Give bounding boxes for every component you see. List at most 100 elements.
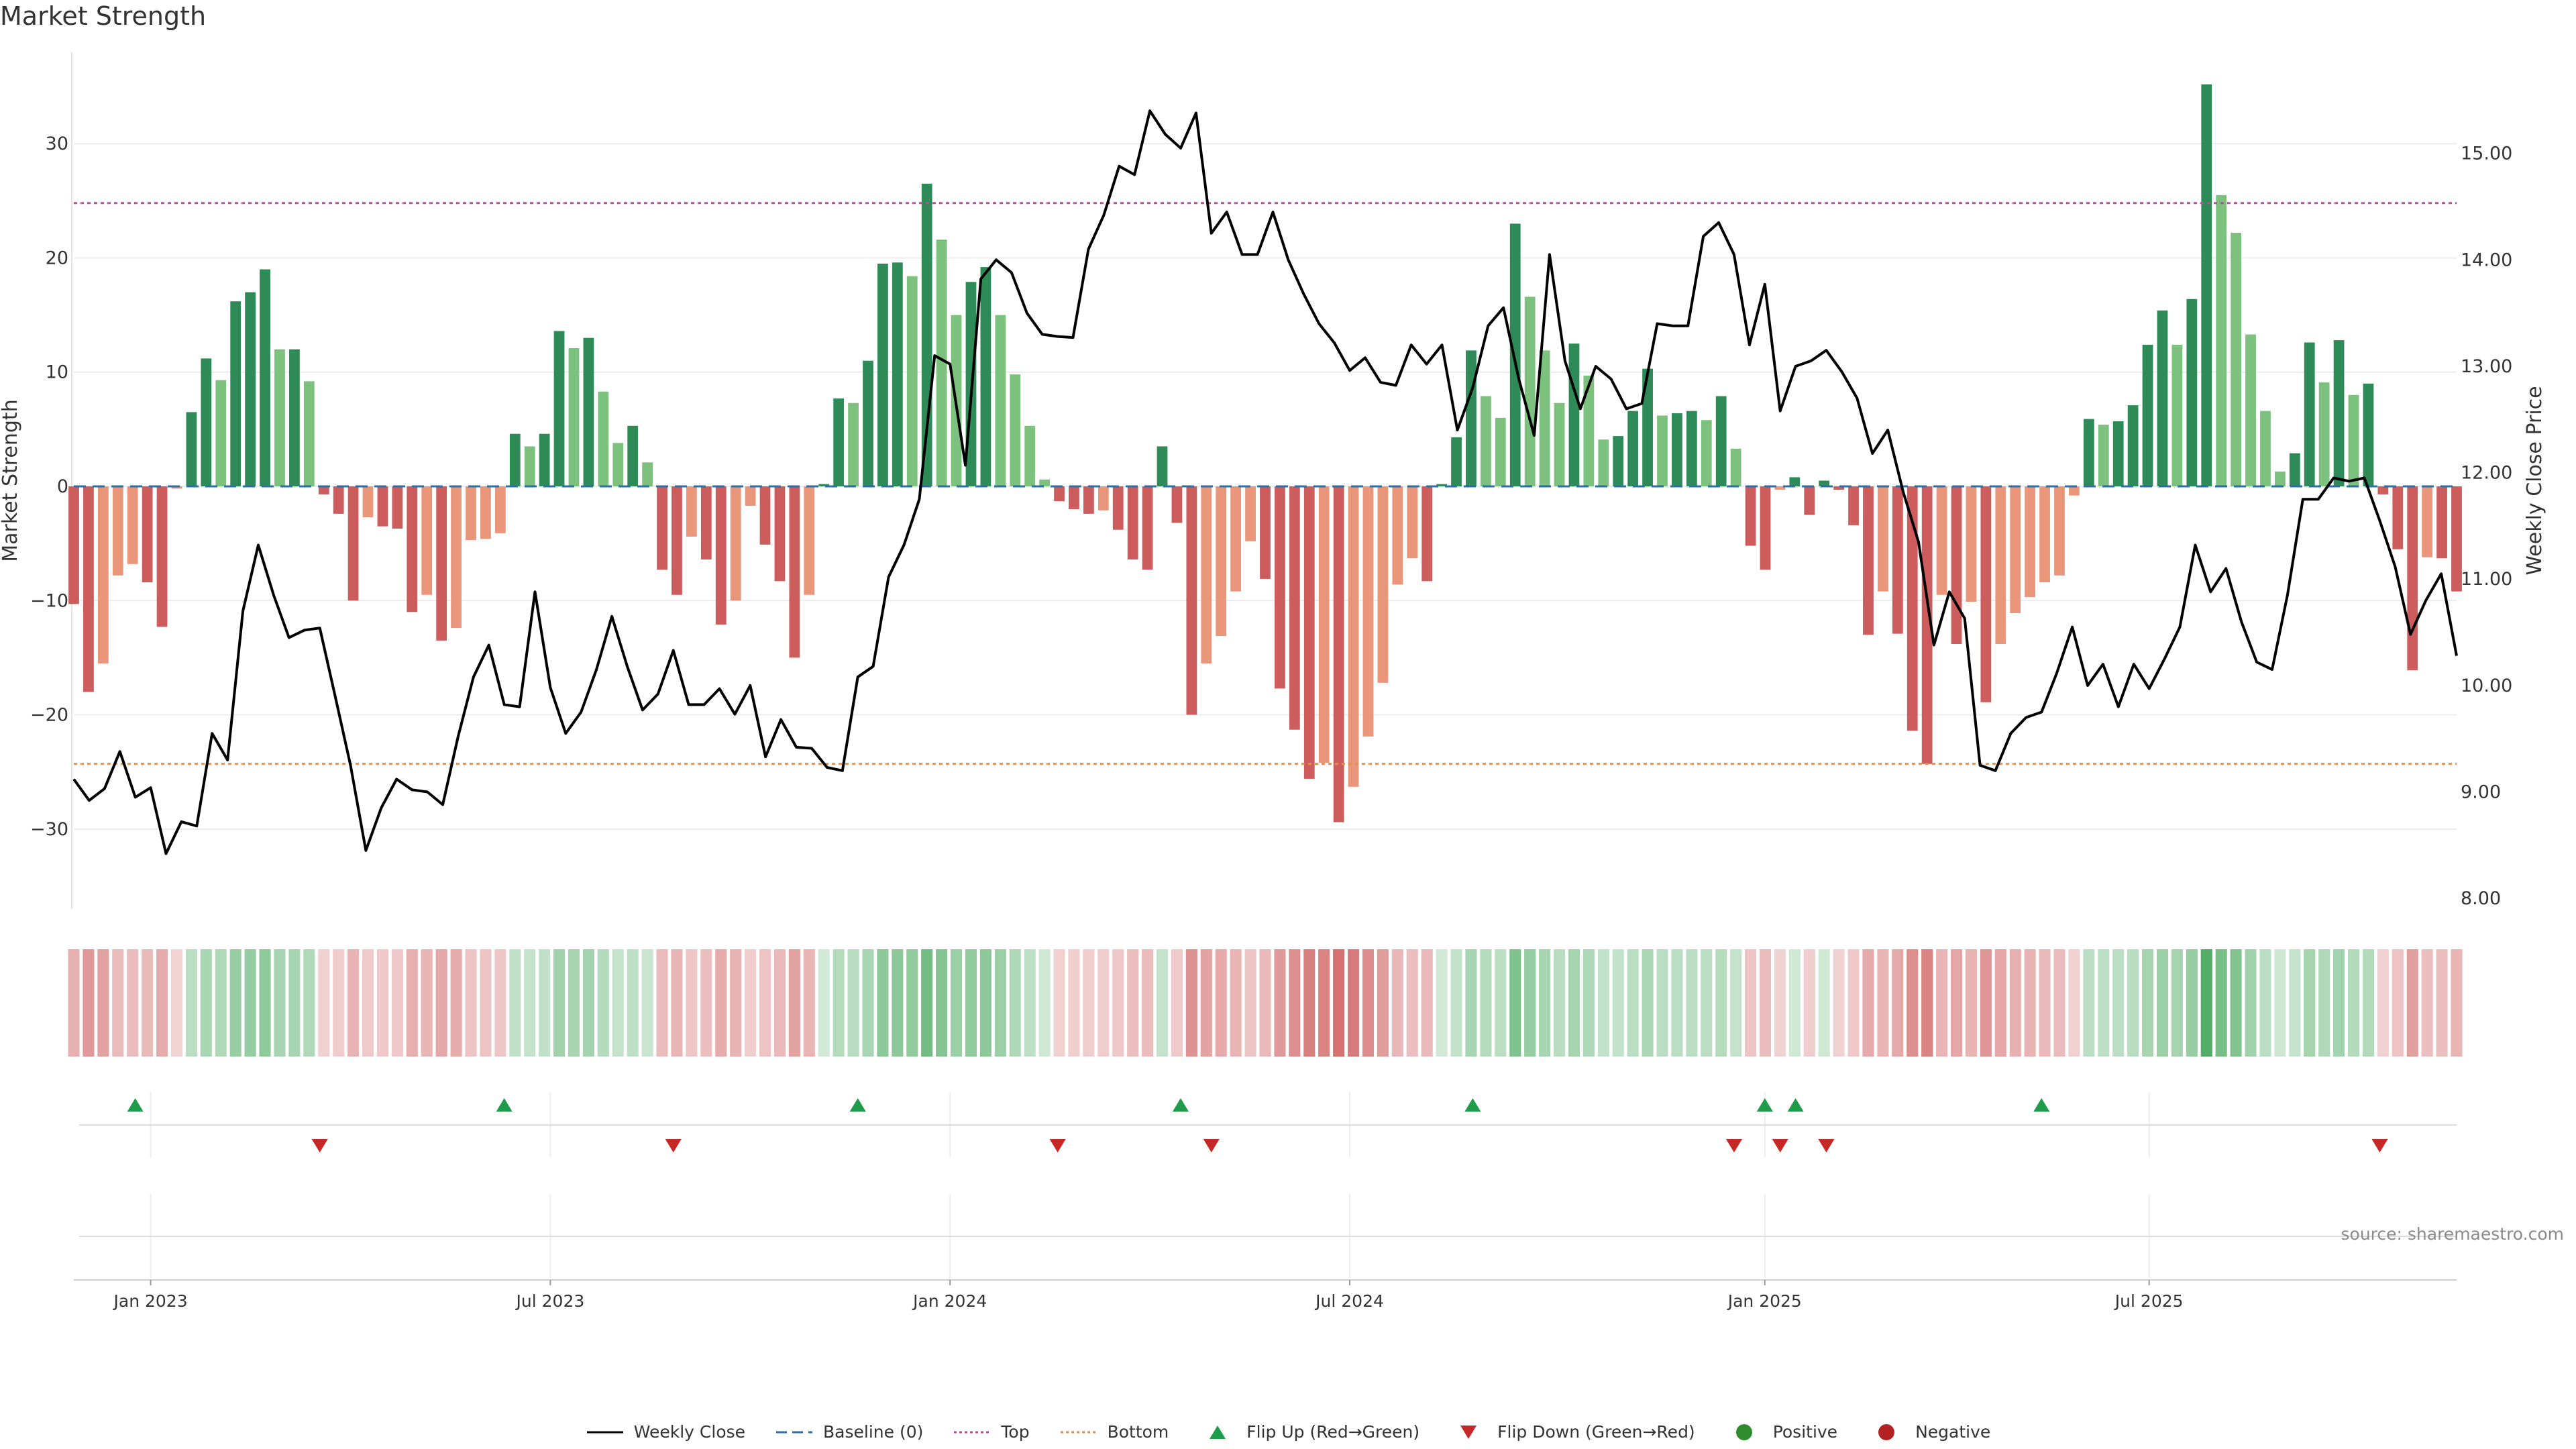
heat-strip-cell xyxy=(847,949,859,1057)
strength-bar xyxy=(288,349,300,487)
strength-bar xyxy=(362,486,374,517)
heat-strip-cell xyxy=(1289,949,1301,1057)
strength-bar xyxy=(2422,486,2433,557)
heat-strip-cell xyxy=(1715,949,1727,1057)
heat-strip-cell xyxy=(1391,949,1403,1057)
heat-strip-cell xyxy=(1230,949,1242,1057)
heat-strip-cell xyxy=(2186,949,2198,1057)
heat-strip-cell xyxy=(156,949,168,1057)
heat-strip-cell xyxy=(1642,949,1654,1057)
heat-strip-cell xyxy=(303,949,315,1057)
strength-bar xyxy=(1966,486,1977,602)
strength-bar xyxy=(2054,486,2065,576)
heat-strip-cell xyxy=(539,949,551,1057)
heat-strip-cell xyxy=(1745,949,1757,1057)
strength-bar xyxy=(1774,486,1786,490)
heat-strip-cell xyxy=(2142,949,2154,1057)
strength-bar xyxy=(642,462,653,487)
strength-bar xyxy=(1451,437,1462,487)
heat-strip-cell xyxy=(965,949,977,1057)
strength-bar xyxy=(1069,486,1079,510)
heat-strip-cell xyxy=(97,949,109,1057)
strength-bar xyxy=(377,486,388,527)
heat-strip-cell xyxy=(818,949,830,1057)
strength-bar xyxy=(2231,233,2242,487)
strength-bar xyxy=(1245,486,1256,541)
strength-bar xyxy=(1568,343,1580,487)
heat-strip-cell xyxy=(582,949,594,1057)
heat-strip-cell xyxy=(1818,949,1830,1057)
strength-bar xyxy=(2171,344,2183,487)
strength-bar xyxy=(2260,411,2271,487)
strength-bar xyxy=(2274,471,2286,487)
strength-bar xyxy=(347,486,359,601)
strength-bar xyxy=(2216,195,2227,487)
flip-up-marker xyxy=(2033,1098,2050,1112)
strength-bar xyxy=(1289,486,1300,730)
heat-strip-cell xyxy=(979,949,991,1057)
strength-bar xyxy=(2186,299,2198,487)
heat-strip-cell xyxy=(2200,949,2212,1057)
strength-bar xyxy=(156,486,168,627)
heat-strip-cell xyxy=(494,949,506,1057)
strength-bar xyxy=(127,486,138,564)
strength-bar xyxy=(715,486,727,625)
heat-strip-cell xyxy=(1686,949,1698,1057)
legend-item: Flip Down (Green→Red) xyxy=(1449,1422,1695,1442)
strength-bar xyxy=(1598,439,1609,487)
heat-strip-cell xyxy=(1582,949,1595,1057)
heat-strip-cell xyxy=(2333,949,2345,1057)
heat-strip-cell xyxy=(2245,949,2257,1057)
flip-down-marker xyxy=(1725,1139,1742,1152)
strength-bar xyxy=(1362,486,1374,737)
y-tick-label: 10 xyxy=(46,362,68,383)
heat-strip-cell xyxy=(597,949,609,1057)
chart-title: Market Strength xyxy=(0,1,207,31)
heat-strip-cell xyxy=(2377,949,2389,1057)
strength-bar xyxy=(818,484,830,487)
strength-bar xyxy=(421,486,433,595)
strength-bar xyxy=(2451,486,2462,592)
strength-bar xyxy=(2304,342,2315,487)
strength-bar xyxy=(1230,486,1242,592)
heat-strip-cell xyxy=(229,949,241,1057)
heat-strip-cell xyxy=(1450,949,1462,1057)
heat-strip-cell xyxy=(2127,949,2139,1057)
flip-up-marker xyxy=(1756,1098,1773,1112)
heat-strip-cell xyxy=(83,949,95,1057)
strength-bar xyxy=(466,486,476,541)
legend-label: Flip Up (Red→Green) xyxy=(1246,1422,1420,1442)
strength-bar xyxy=(1672,413,1682,487)
flip-down-marker xyxy=(1203,1139,1220,1152)
strength-bar xyxy=(1333,486,1344,822)
heat-strip-cell xyxy=(1921,949,1933,1057)
heat-strip-cell xyxy=(803,949,815,1057)
heat-strip-cell xyxy=(892,949,904,1057)
heat-strip-cell xyxy=(715,949,727,1057)
heat-strip-cell xyxy=(406,949,418,1057)
y2-tick-label: 10.00 xyxy=(2461,676,2512,696)
legend-label: Weekly Close xyxy=(633,1422,746,1442)
heat-strip-cell xyxy=(1303,949,1316,1057)
heat-strip-cell xyxy=(1701,949,1713,1057)
strength-bar xyxy=(1863,486,1874,635)
y-axis-label: Market Strength xyxy=(0,399,22,561)
heat-strip-cell xyxy=(1495,949,1507,1057)
strength-bar xyxy=(1907,486,1918,731)
heat-strip-cell xyxy=(1730,949,1742,1057)
heat-strip-cell xyxy=(142,949,154,1057)
strength-bar xyxy=(1936,486,1947,595)
legend-label: Flip Down (Green→Red) xyxy=(1497,1422,1695,1442)
strength-bar xyxy=(407,486,418,612)
strength-bar xyxy=(1819,480,1830,487)
strength-bar xyxy=(1377,486,1389,683)
heat-strip-cell xyxy=(862,949,874,1057)
heat-strip-cell xyxy=(612,949,624,1057)
heat-strip-cell xyxy=(259,949,271,1057)
strength-bar xyxy=(1524,297,1536,487)
heat-strip-cell xyxy=(1627,949,1639,1057)
strength-bar xyxy=(494,486,506,533)
heat-strip-cell xyxy=(112,949,124,1057)
heat-strip-cell xyxy=(1833,949,1845,1057)
heat-strip-cell xyxy=(745,949,757,1057)
